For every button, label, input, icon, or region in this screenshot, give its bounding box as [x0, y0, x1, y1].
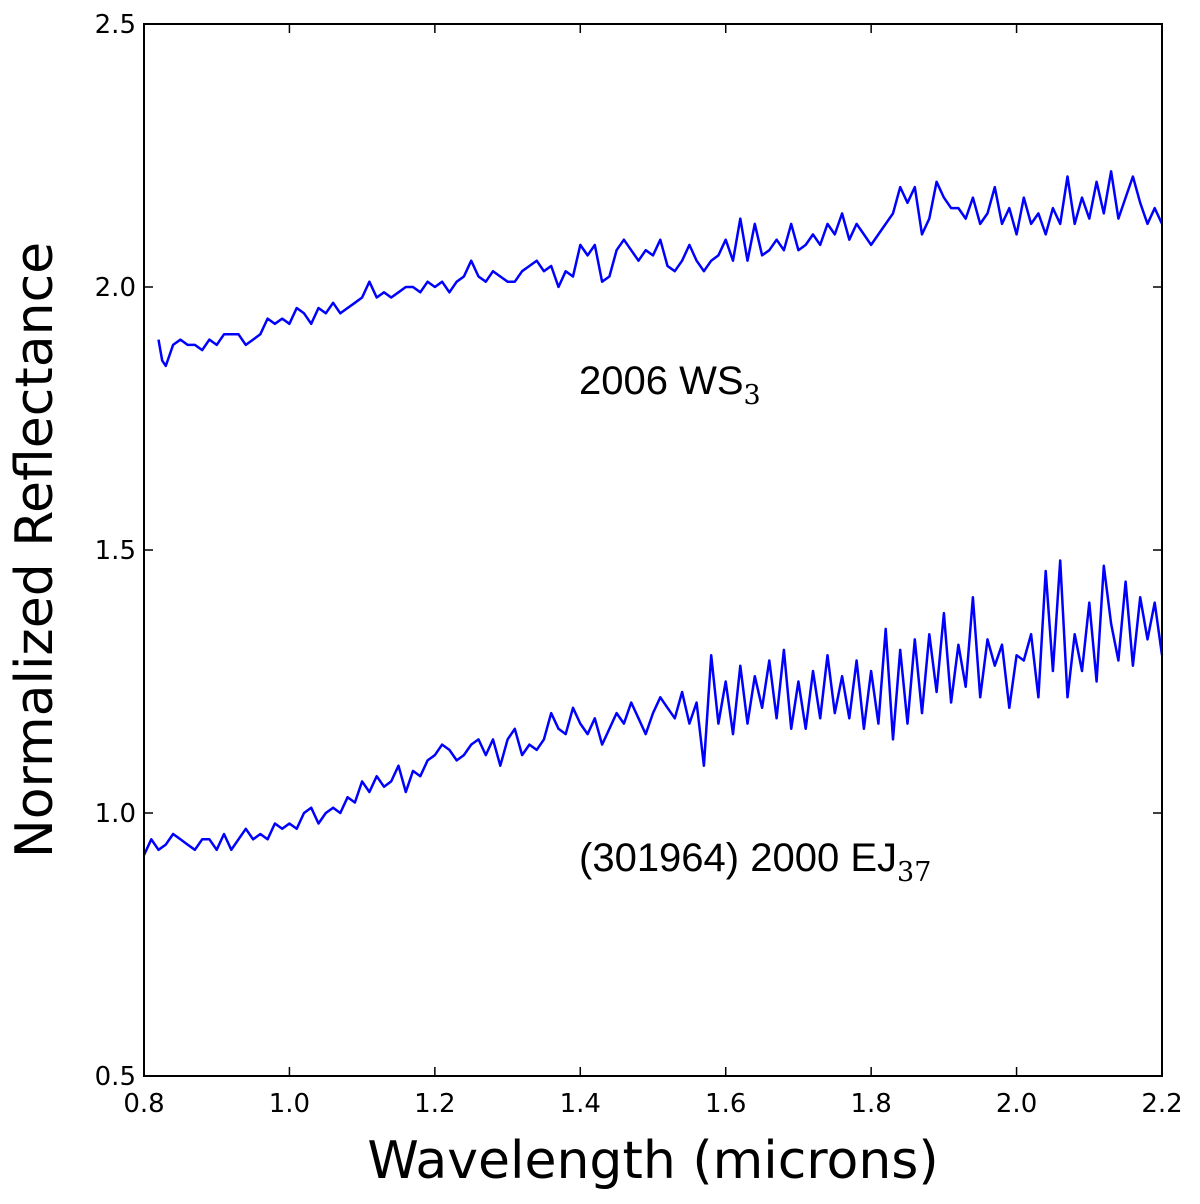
series-layer: [142, 170, 1164, 856]
x-tick-label: 2.0: [996, 1089, 1037, 1119]
y-tick-label: 1.0: [95, 799, 136, 829]
plot-area: [144, 24, 1162, 1076]
x-tick-label: 1.4: [560, 1089, 601, 1119]
series-label-2000-ej37-main: (301964) 2000 EJ: [579, 836, 897, 880]
y-axis-title: Normalized Reflectance: [5, 242, 65, 858]
x-tick-label: 1.6: [705, 1089, 746, 1119]
x-tick-label: 1.8: [850, 1089, 891, 1119]
series-label-2006-ws3-sub: 3: [744, 380, 761, 411]
x-tick-label: 1.2: [414, 1089, 455, 1119]
x-axis-title: Wavelength (microns): [367, 1131, 938, 1191]
y-tick-label: 2.0: [95, 273, 136, 303]
x-tick-label: 0.8: [123, 1089, 164, 1119]
plot-frame: [143, 23, 1163, 1077]
series-label-2000-ej37: (301964) 2000 EJ37: [579, 836, 931, 888]
tick-labels-layer: 0.8 1.0 1.2 1.4 1.6 1.8 2.0 2.2 0.5 1.0 1.5 2.0 2.5: [95, 10, 1183, 1119]
series-label-2006-ws3: 2006 WS3: [579, 359, 761, 411]
y-tick-label: 0.5: [95, 1062, 136, 1092]
series-line-0: [157, 170, 1164, 368]
series-line-1: [142, 559, 1164, 856]
y-tick-label: 1.5: [95, 536, 136, 566]
series-label-2000-ej37-sub: 37: [897, 857, 931, 888]
y-tick-label: 2.5: [95, 10, 136, 40]
series-label-2006-ws3-main: 2006 WS: [579, 359, 744, 403]
x-tick-label: 2.2: [1141, 1089, 1182, 1119]
x-tick-label: 1.0: [269, 1089, 310, 1119]
